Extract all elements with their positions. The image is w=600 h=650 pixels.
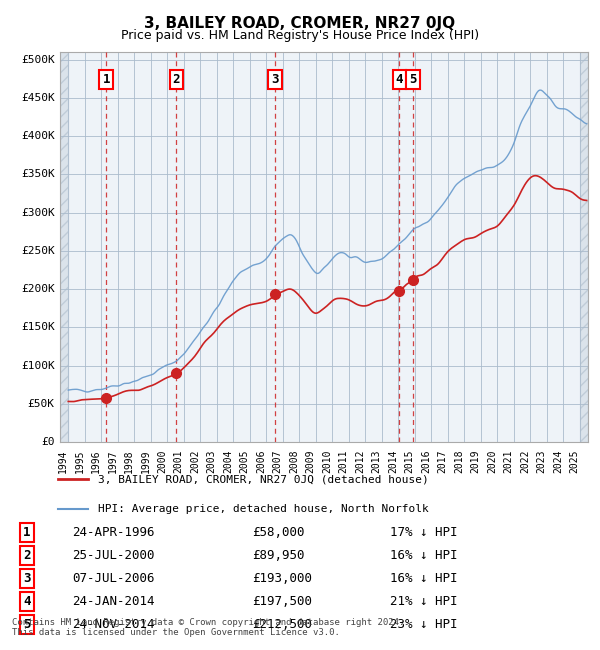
Text: £58,000: £58,000 [252, 526, 305, 539]
Text: 24-APR-1996: 24-APR-1996 [72, 526, 155, 539]
Text: 4: 4 [395, 73, 403, 86]
Text: 2023: 2023 [537, 450, 547, 473]
Text: 2022: 2022 [520, 450, 530, 473]
Text: £450K: £450K [21, 93, 55, 103]
Bar [580, 52, 588, 442]
Text: 5: 5 [23, 618, 31, 630]
Text: 2: 2 [173, 73, 180, 86]
Text: 24-JAN-2014: 24-JAN-2014 [72, 595, 155, 608]
Text: 1997: 1997 [108, 450, 118, 473]
Text: £0: £0 [41, 437, 55, 447]
Text: 2024: 2024 [553, 450, 563, 473]
Text: £350K: £350K [21, 170, 55, 179]
Text: 3: 3 [271, 73, 278, 86]
Text: £197,500: £197,500 [252, 595, 312, 608]
Text: 23% ↓ HPI: 23% ↓ HPI [390, 618, 458, 630]
Text: 2: 2 [23, 549, 31, 562]
Text: £212,500: £212,500 [252, 618, 312, 630]
Text: 1999: 1999 [141, 450, 151, 473]
Text: 3, BAILEY ROAD, CROMER, NR27 0JQ: 3, BAILEY ROAD, CROMER, NR27 0JQ [145, 16, 455, 31]
Text: 21% ↓ HPI: 21% ↓ HPI [390, 595, 458, 608]
Text: 2012: 2012 [355, 450, 365, 473]
Text: 2009: 2009 [306, 450, 316, 473]
Text: 24-NOV-2014: 24-NOV-2014 [72, 618, 155, 630]
Text: 2000: 2000 [157, 450, 167, 473]
Text: 1: 1 [103, 73, 110, 86]
Text: £193,000: £193,000 [252, 572, 312, 585]
Bar [60, 52, 68, 442]
Text: £300K: £300K [21, 207, 55, 218]
Text: 2016: 2016 [421, 450, 431, 473]
Bar [60, 52, 68, 442]
Text: 2021: 2021 [504, 450, 514, 473]
Text: 1996: 1996 [91, 450, 101, 473]
Text: £500K: £500K [21, 55, 55, 64]
Text: 2020: 2020 [487, 450, 497, 473]
Text: £50K: £50K [28, 398, 55, 409]
Text: 2010: 2010 [322, 450, 332, 473]
Text: 5: 5 [409, 73, 417, 86]
Text: Price paid vs. HM Land Registry's House Price Index (HPI): Price paid vs. HM Land Registry's House … [121, 29, 479, 42]
Text: 2006: 2006 [256, 450, 266, 473]
Text: 07-JUL-2006: 07-JUL-2006 [72, 572, 155, 585]
Text: 1995: 1995 [75, 450, 85, 473]
Text: 2001: 2001 [174, 450, 184, 473]
Text: £100K: £100K [21, 361, 55, 370]
Text: 2011: 2011 [339, 450, 349, 473]
Text: Contains HM Land Registry data © Crown copyright and database right 2024.
This d: Contains HM Land Registry data © Crown c… [12, 618, 404, 637]
Text: 2002: 2002 [190, 450, 200, 473]
Text: £89,950: £89,950 [252, 549, 305, 562]
Text: 2025: 2025 [570, 450, 580, 473]
Text: £150K: £150K [21, 322, 55, 332]
Text: 16% ↓ HPI: 16% ↓ HPI [390, 572, 458, 585]
Text: 2005: 2005 [240, 450, 250, 473]
Text: £200K: £200K [21, 284, 55, 294]
Text: 1: 1 [23, 526, 31, 539]
Text: £250K: £250K [21, 246, 55, 256]
Text: 1994: 1994 [58, 450, 68, 473]
Text: 2008: 2008 [289, 450, 299, 473]
Text: £400K: £400K [21, 131, 55, 141]
Text: 3, BAILEY ROAD, CROMER, NR27 0JQ (detached house): 3, BAILEY ROAD, CROMER, NR27 0JQ (detach… [98, 474, 429, 484]
Text: 2019: 2019 [471, 450, 481, 473]
Text: 16% ↓ HPI: 16% ↓ HPI [390, 549, 458, 562]
Text: HPI: Average price, detached house, North Norfolk: HPI: Average price, detached house, Nort… [98, 504, 429, 514]
Text: 2007: 2007 [273, 450, 283, 473]
Text: 17% ↓ HPI: 17% ↓ HPI [390, 526, 458, 539]
Text: 2003: 2003 [207, 450, 217, 473]
Text: 4: 4 [23, 595, 31, 608]
Text: 25-JUL-2000: 25-JUL-2000 [72, 549, 155, 562]
Text: 3: 3 [23, 572, 31, 585]
Bar [580, 52, 588, 442]
Text: 2018: 2018 [454, 450, 464, 473]
Text: 2014: 2014 [388, 450, 398, 473]
Text: 1998: 1998 [124, 450, 134, 473]
Text: 2015: 2015 [405, 450, 415, 473]
Text: 2013: 2013 [372, 450, 382, 473]
Text: 2017: 2017 [438, 450, 448, 473]
Text: 2004: 2004 [223, 450, 233, 473]
